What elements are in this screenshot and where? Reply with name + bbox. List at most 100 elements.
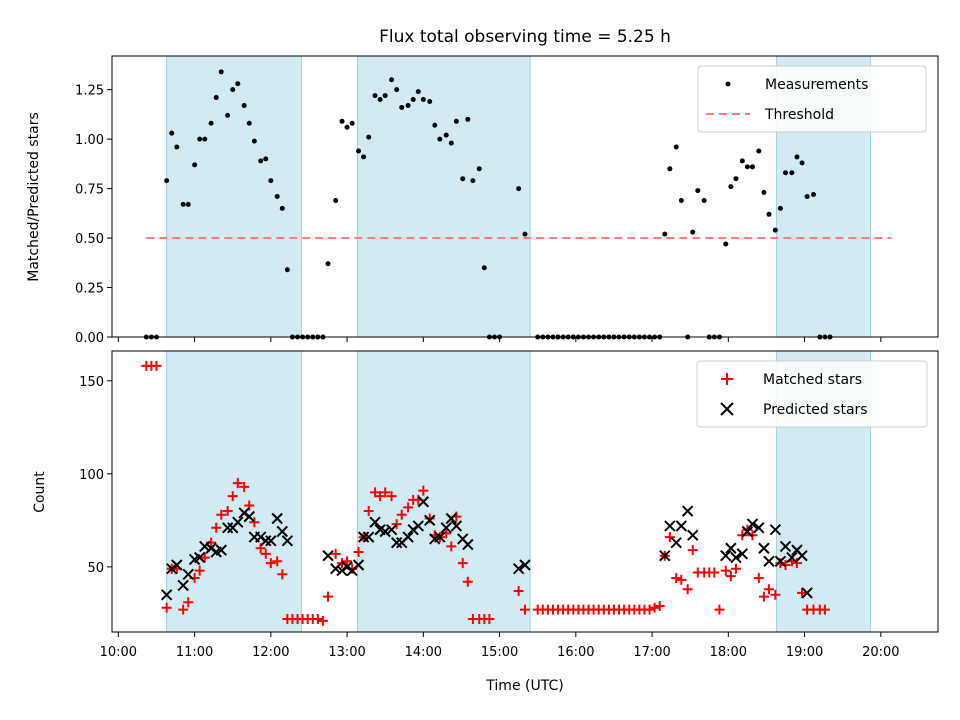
measurement-point <box>744 164 750 170</box>
matched-star-point <box>183 597 194 608</box>
predicted-star-point <box>434 531 446 543</box>
measurement-point <box>777 205 783 211</box>
matched-star-point <box>742 524 753 535</box>
top-axes-frame <box>111 55 939 338</box>
matched-star-point <box>211 522 222 533</box>
measurement-point <box>279 205 285 211</box>
measurement-point <box>799 160 805 166</box>
matched-star-point <box>714 604 725 615</box>
predicted-star-point <box>687 529 699 541</box>
predicted-star-point <box>779 540 792 553</box>
measurement-point <box>783 170 789 176</box>
matched-star-point <box>386 491 397 502</box>
matched-star-point <box>649 602 660 613</box>
predicted-star-point <box>730 551 742 564</box>
measurement-points <box>143 69 833 340</box>
measurement-point <box>361 154 367 160</box>
measurement-point <box>789 170 795 176</box>
matched-star-point <box>375 491 386 502</box>
measurement-point <box>339 118 345 124</box>
matched-star-point <box>819 604 830 615</box>
observing-window <box>356 55 531 338</box>
x-axis-label: Time (UTC) <box>485 678 563 694</box>
measurement-point <box>701 197 707 203</box>
matched-star-point <box>457 558 468 569</box>
matched-star-point <box>380 487 391 498</box>
predicted-star-point <box>177 579 189 592</box>
measurement-point <box>394 87 400 93</box>
predicted-star-point <box>271 512 283 525</box>
predicted-star-point <box>265 535 277 547</box>
matched-star-point <box>775 558 786 569</box>
matched-star-point <box>317 615 328 626</box>
matched-star-point <box>199 552 210 563</box>
measurement-point <box>420 97 426 103</box>
matched-star-point <box>403 502 414 513</box>
predicted-star-point <box>171 559 183 571</box>
predicted-star-point <box>260 535 272 547</box>
top-legend: Measurements Threshold <box>697 65 927 133</box>
predicted-star-point <box>232 516 244 528</box>
predicted-star-point <box>357 531 370 543</box>
matched-star-point <box>664 532 675 543</box>
matched-star-point <box>194 565 205 576</box>
predicted-star-point <box>774 555 787 567</box>
matched-star-point <box>323 591 334 602</box>
predicted-star-point <box>786 551 798 564</box>
matched-star-point <box>446 541 457 552</box>
matched-star-point <box>161 602 172 613</box>
bottom-legend: Matched stars Predicted stars <box>696 360 928 428</box>
measurement-point <box>263 156 269 162</box>
matched-star-point <box>330 548 341 559</box>
matched-star-point <box>682 584 693 595</box>
predicted-star-point <box>417 496 430 508</box>
measurement-point <box>405 102 411 108</box>
matched-star-point <box>424 513 435 524</box>
legend-measurement-marker <box>725 81 731 87</box>
measurement-point <box>241 102 247 108</box>
predicted-star-point <box>276 525 288 538</box>
measurement-point <box>522 231 528 237</box>
matched-star-point <box>753 573 764 584</box>
measurement-point <box>389 77 395 83</box>
measurement-point <box>766 211 772 217</box>
x-tick-label: 12:00 <box>252 645 289 660</box>
measurement-point <box>690 229 696 235</box>
matched-star-point <box>363 506 374 517</box>
predicted-star-point <box>352 559 365 571</box>
observing-window <box>166 55 302 338</box>
predicted-star-point <box>801 587 813 599</box>
matched-star-point <box>763 584 774 595</box>
y-tick-label: 0.00 <box>75 331 104 346</box>
measurement-point <box>739 158 745 164</box>
measurement-point <box>208 120 214 126</box>
predicted-star-point <box>402 531 414 543</box>
matched-star-point <box>353 546 364 557</box>
predicted-star-point <box>675 520 688 532</box>
legend-matched-label: Matched stars <box>763 372 862 388</box>
matched-star-point <box>277 569 288 580</box>
measurement-point <box>470 178 476 184</box>
measurement-point <box>174 144 180 150</box>
matched-star-point <box>462 576 473 587</box>
measurement-point <box>251 138 257 144</box>
y-tick-label: 0.25 <box>75 282 104 297</box>
matched-star-point <box>265 558 276 569</box>
measurement-point <box>723 241 729 247</box>
matched-star-point <box>720 565 731 576</box>
y-tick-label: 50 <box>87 561 104 576</box>
matched-star-point <box>725 571 736 582</box>
matched-star-point <box>709 567 720 578</box>
measurement-point <box>356 148 362 154</box>
x-tick-label: 10:00 <box>100 645 137 660</box>
predicted-star-point <box>440 522 452 534</box>
predicted-star-point <box>753 522 765 534</box>
measurement-point <box>185 201 191 207</box>
measurement-point <box>448 140 454 146</box>
predicted-star-point <box>763 555 775 567</box>
measurement-point <box>333 197 339 203</box>
predicted-star-point <box>769 523 782 536</box>
predicted-star-point <box>385 523 398 536</box>
matched-star-point <box>391 519 402 530</box>
